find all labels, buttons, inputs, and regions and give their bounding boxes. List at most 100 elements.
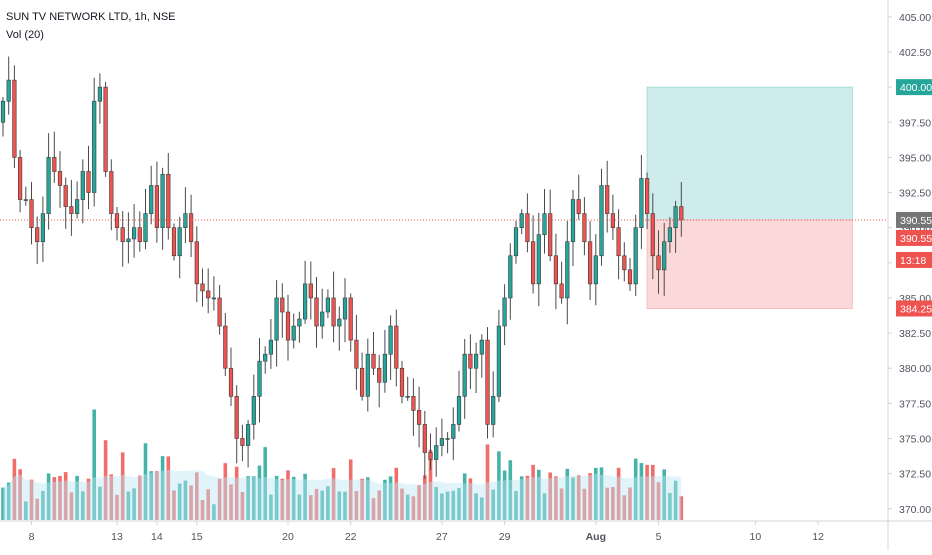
target-price-badge[interactable]: 400.00 (896, 79, 932, 96)
candle[interactable] (337, 306, 342, 351)
candle[interactable] (114, 207, 120, 241)
candle[interactable] (411, 378, 416, 436)
candle[interactable] (285, 294, 291, 361)
candle[interactable] (171, 223, 177, 261)
candle[interactable] (103, 81, 108, 177)
candle[interactable] (154, 161, 160, 243)
candle[interactable] (382, 329, 388, 393)
candle[interactable] (536, 212, 541, 307)
candle[interactable] (228, 347, 234, 406)
candle[interactable] (633, 214, 638, 296)
candle[interactable] (576, 174, 581, 220)
candle[interactable] (548, 189, 553, 262)
candle[interactable] (377, 354, 382, 408)
candle[interactable] (462, 338, 467, 419)
candle[interactable] (109, 159, 114, 231)
candle[interactable] (35, 216, 40, 264)
candle[interactable] (40, 196, 45, 262)
candle[interactable] (320, 288, 325, 339)
candle[interactable] (359, 352, 365, 401)
candle[interactable] (177, 216, 182, 279)
stop-price-badge[interactable]: 384.25 (896, 300, 932, 317)
candle[interactable] (246, 419, 251, 468)
candle[interactable] (126, 212, 131, 264)
candle[interactable] (52, 131, 57, 183)
candle[interactable] (297, 311, 302, 343)
candle[interactable] (189, 194, 194, 258)
candle[interactable] (0, 96, 6, 137)
candle[interactable] (394, 309, 399, 387)
candle[interactable] (97, 73, 102, 124)
candle[interactable] (388, 315, 393, 380)
candle[interactable] (542, 189, 547, 254)
candle[interactable] (149, 165, 154, 225)
candle[interactable] (251, 374, 256, 440)
candle[interactable] (616, 209, 621, 280)
candle[interactable] (69, 179, 74, 236)
candle[interactable] (86, 145, 91, 210)
candle[interactable] (17, 150, 23, 213)
candle[interactable] (200, 268, 205, 307)
candle[interactable] (132, 204, 137, 258)
candle[interactable] (120, 211, 125, 267)
candle[interactable] (166, 153, 171, 240)
candle[interactable] (217, 285, 222, 335)
candle[interactable] (496, 309, 502, 402)
candle[interactable] (570, 189, 576, 267)
candle[interactable] (399, 360, 405, 404)
candle[interactable] (553, 233, 558, 310)
candle[interactable] (422, 410, 427, 479)
candle[interactable] (405, 376, 410, 401)
candle[interactable] (325, 289, 331, 319)
candle[interactable] (605, 160, 610, 233)
candle[interactable] (143, 188, 148, 250)
candle[interactable] (302, 260, 308, 324)
candle[interactable] (525, 193, 530, 253)
candle[interactable] (314, 276, 319, 348)
candle[interactable] (650, 193, 655, 280)
candle[interactable] (502, 284, 507, 346)
candle[interactable] (593, 234, 598, 306)
candle[interactable] (206, 268, 211, 314)
current-price-badge[interactable]: 390.55 (896, 211, 932, 228)
candle[interactable] (439, 418, 445, 457)
candle[interactable] (610, 194, 615, 240)
candle[interactable] (92, 77, 97, 207)
candle[interactable] (63, 177, 68, 229)
candle[interactable] (23, 186, 28, 206)
candle[interactable] (6, 56, 11, 115)
candle[interactable] (194, 226, 199, 303)
candle[interactable] (80, 159, 85, 224)
candle[interactable] (479, 334, 484, 378)
stop-zone[interactable] (646, 219, 853, 309)
candle[interactable] (627, 258, 633, 291)
candle[interactable] (331, 271, 336, 343)
candle[interactable] (183, 187, 188, 243)
last-close-badge[interactable]: 390.55 (896, 229, 932, 246)
candle[interactable] (622, 242, 627, 282)
candle[interactable] (234, 385, 239, 464)
candle[interactable] (599, 168, 604, 266)
candle[interactable] (428, 433, 433, 471)
candle[interactable] (445, 432, 450, 454)
countdown-badge[interactable]: 13:18 (896, 251, 932, 268)
candle[interactable] (365, 338, 370, 412)
candle[interactable] (473, 342, 479, 394)
candle[interactable] (644, 172, 650, 229)
candle[interactable] (673, 200, 678, 253)
candle[interactable] (468, 334, 473, 390)
candle[interactable] (12, 65, 17, 168)
candle[interactable] (137, 211, 142, 252)
candle[interactable] (308, 261, 313, 320)
candle[interactable] (656, 230, 661, 294)
candle[interactable] (587, 221, 593, 301)
candle[interactable] (257, 337, 262, 423)
candle[interactable] (416, 386, 422, 448)
candle[interactable] (211, 276, 217, 311)
candle[interactable] (274, 280, 279, 367)
candle[interactable] (371, 331, 376, 376)
candle[interactable] (559, 261, 564, 304)
candle[interactable] (451, 407, 456, 461)
